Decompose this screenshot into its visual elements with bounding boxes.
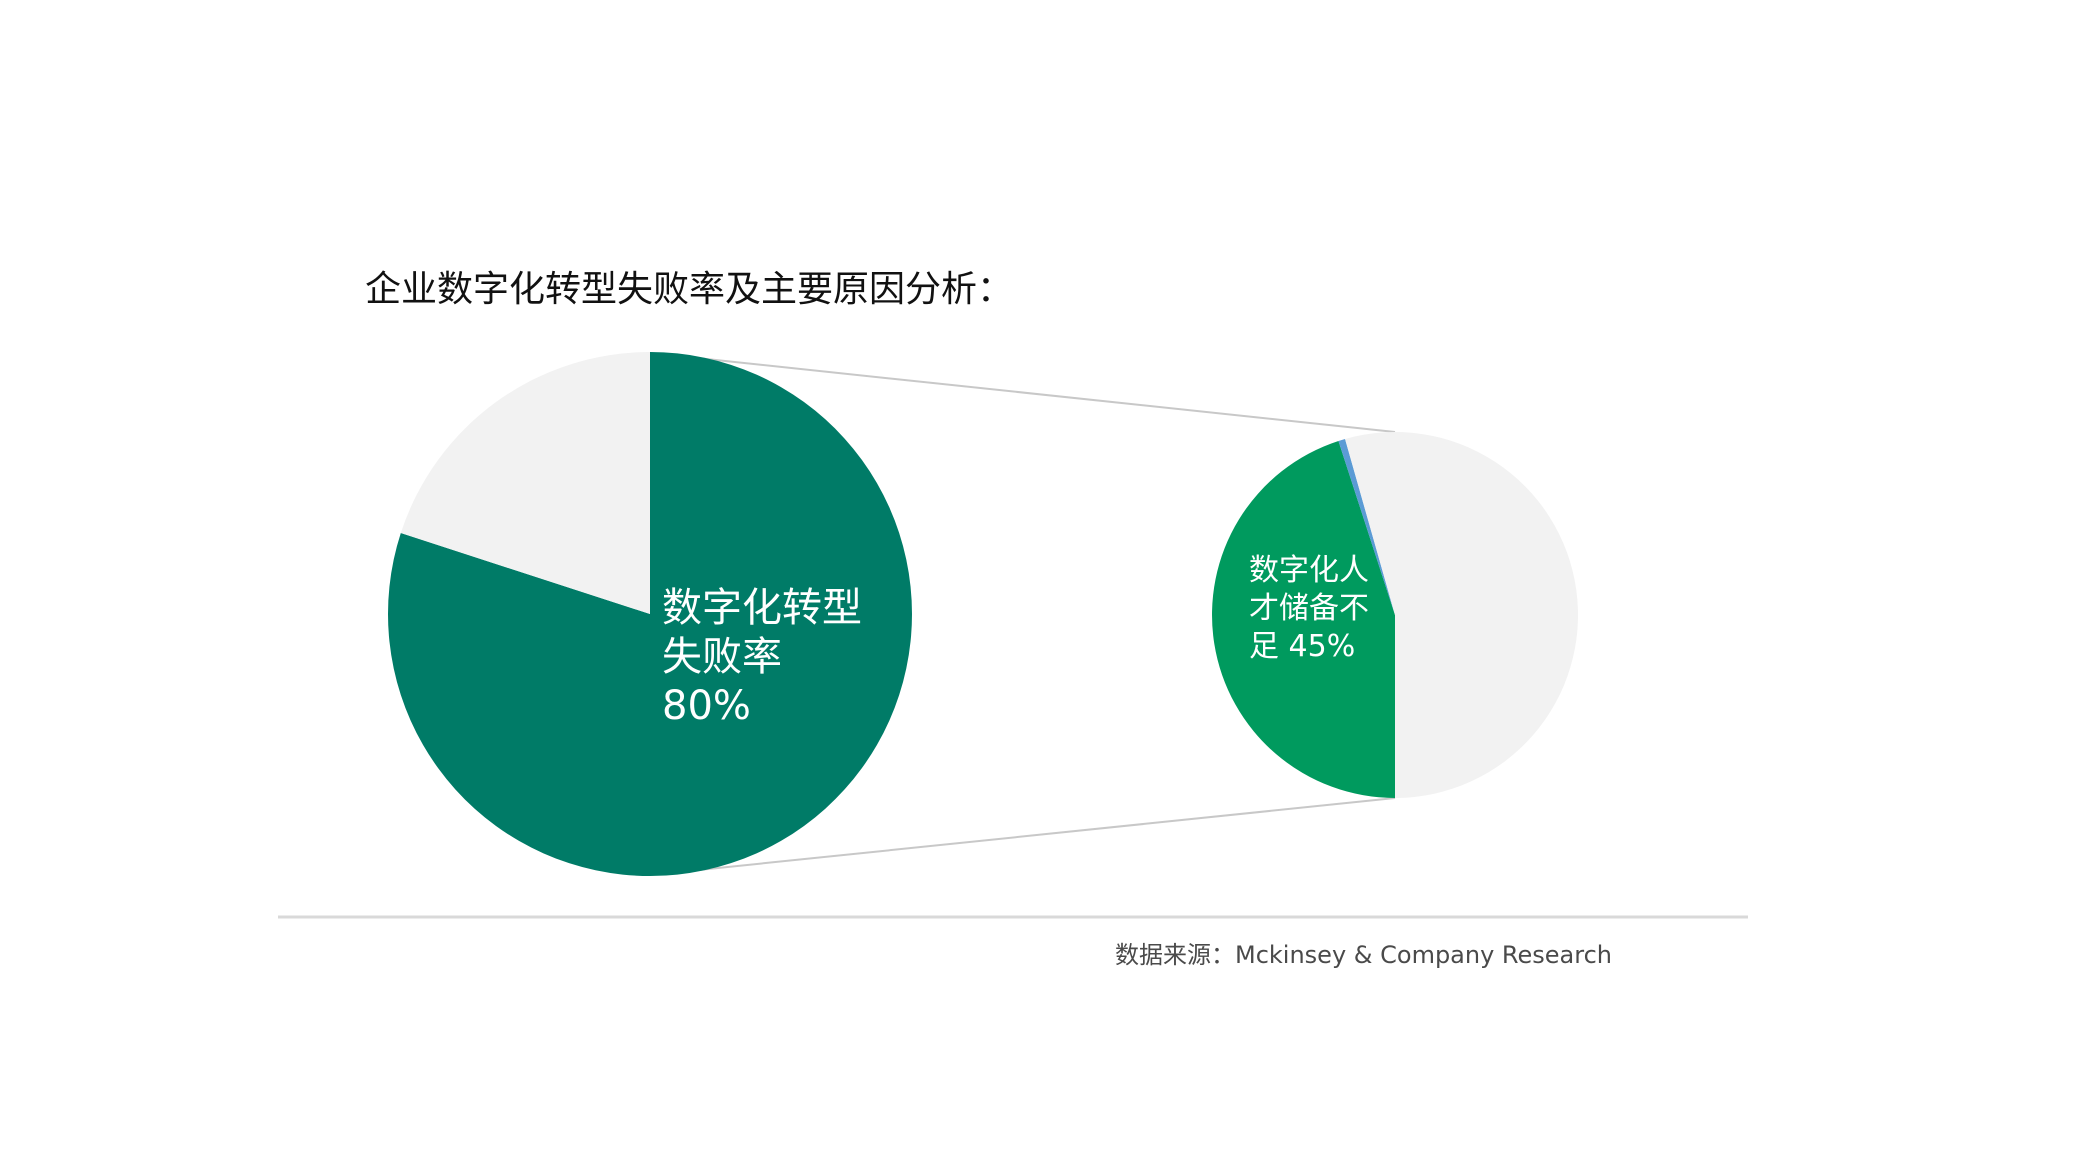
connector-line-bottom	[649, 797, 1396, 876]
pie-2-label-line: 才储备不	[1249, 591, 1369, 626]
pie-1-slice-1-label: 数字化转型失败率 80%	[662, 585, 862, 729]
pie-1-label-line: 数字化转型	[662, 585, 862, 631]
pie-2-label-line: 足 45%	[1249, 629, 1355, 664]
pie-1-label-line: 80%	[662, 683, 751, 729]
connector-line-top	[649, 352, 1396, 433]
pie-2-slice-2	[1338, 438, 1395, 615]
pie-1-slice-1	[387, 352, 912, 876]
pie-1-slice-2	[400, 352, 650, 614]
chart-title: 企业数字化转型失败率及主要原因分析：	[365, 269, 1013, 310]
pie-2-slice-1	[1212, 440, 1395, 798]
source-note: 数据来源：Mckinsey & Company Research	[1115, 941, 1612, 969]
pie-1-label-line: 失败率	[662, 634, 782, 680]
secondary-pie: 数字化人才储备不足 45%	[1212, 432, 1579, 798]
pie-2-label-line: 数字化人	[1249, 553, 1369, 588]
pie-2-slice-3	[1345, 432, 1579, 798]
pie-2-slice-1-label: 数字化人才储备不足 45%	[1249, 553, 1369, 664]
main-pie: 数字化转型失败率 80%	[387, 352, 912, 876]
